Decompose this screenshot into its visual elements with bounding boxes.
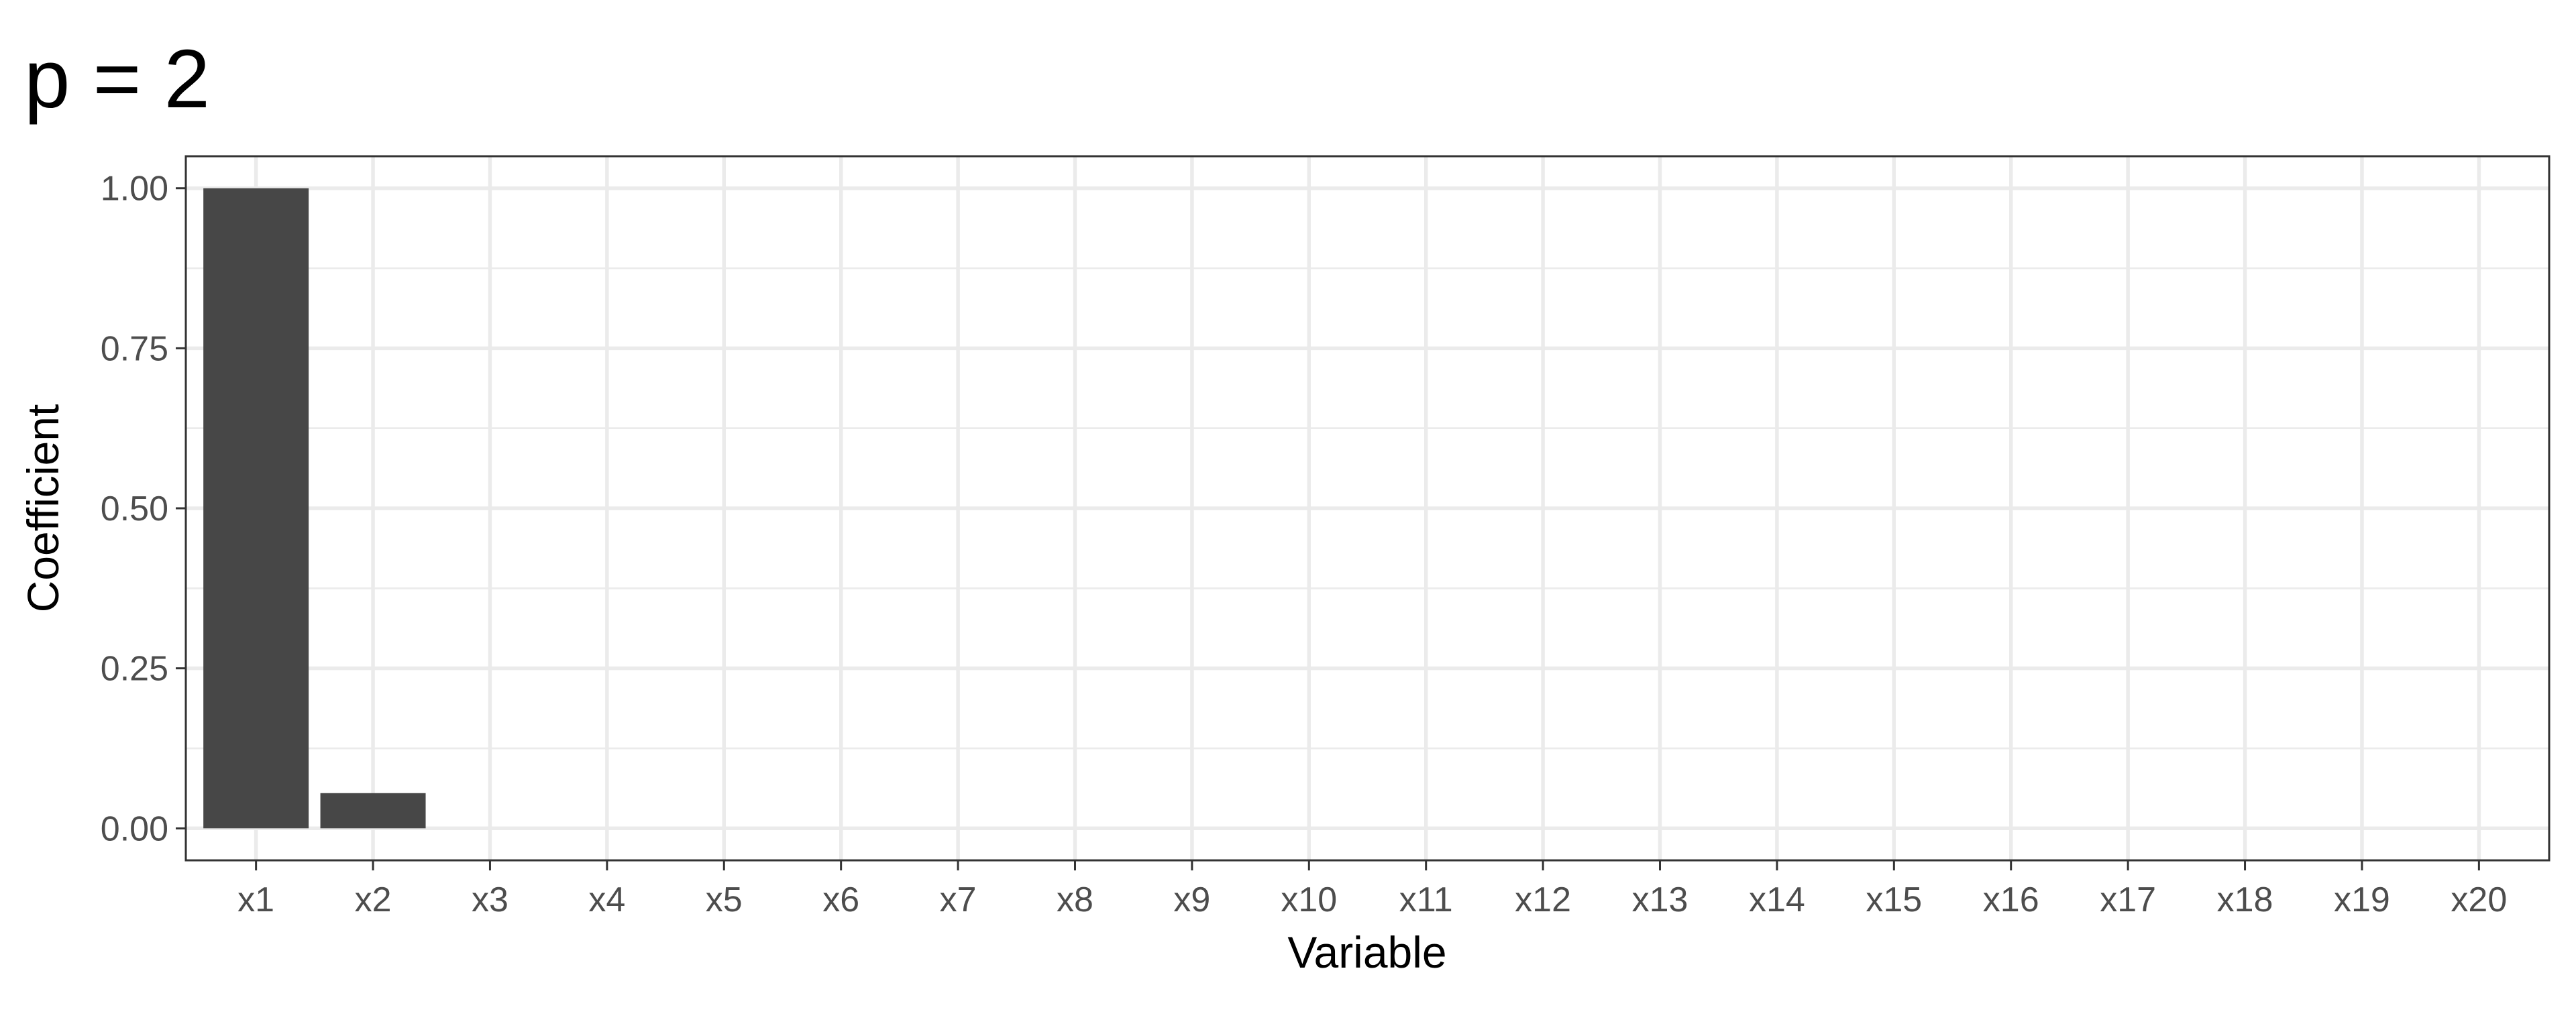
x-tick-label: x7 [940, 880, 977, 919]
x-tick-label: x16 [1983, 880, 2039, 919]
x-tick-label: x14 [1749, 880, 1805, 919]
x-tick-label: x19 [2334, 880, 2390, 919]
x-tick-label: x3 [472, 880, 508, 919]
y-axis: 0.00 0.25 0.50 0.75 1.00 [101, 170, 186, 848]
y-tick-label: 0.50 [101, 490, 168, 528]
bar-x2 [320, 793, 426, 829]
y-tick-label: 0.00 [101, 809, 168, 848]
y-tick-label: 0.25 [101, 650, 168, 689]
y-tick-label: 0.75 [101, 329, 168, 368]
minor-gridlines [186, 267, 2549, 750]
major-gridlines-x [254, 156, 2481, 860]
bar-x1 [203, 188, 309, 829]
x-axis-title: Variable [1287, 927, 1446, 977]
y-tick-label: 1.00 [101, 170, 168, 209]
major-gridlines-y [186, 186, 2549, 831]
x-tick-label: x10 [1281, 880, 1337, 919]
x-tick-label: x13 [1632, 880, 1688, 919]
x-tick-label: x20 [2451, 880, 2507, 919]
x-tick-label: x8 [1057, 880, 1093, 919]
x-tick-label: x4 [588, 880, 625, 919]
bars [203, 188, 426, 829]
plot-panel [184, 155, 2551, 862]
x-tick-label: x11 [1399, 880, 1453, 919]
x-tick-label: x1 [237, 880, 274, 919]
x-tick-label: x18 [2217, 880, 2273, 919]
x-tick-label: x5 [706, 880, 743, 919]
x-axis: x1 x2 x3 x4 x5 x6 x7 x8 x9 x10 x11 x12 x13 x14 x15 x16 x… [237, 860, 2507, 919]
x-tick-label: x2 [355, 880, 392, 919]
x-tick-label: x15 [1866, 880, 1922, 919]
x-tick-label: x17 [2100, 880, 2156, 919]
y-axis-title: Coefficient [18, 404, 68, 613]
chart-title: p = 2 [24, 34, 210, 125]
x-tick-label: x12 [1515, 880, 1571, 919]
x-tick-label: x9 [1173, 880, 1210, 919]
x-tick-label: x6 [822, 880, 859, 919]
